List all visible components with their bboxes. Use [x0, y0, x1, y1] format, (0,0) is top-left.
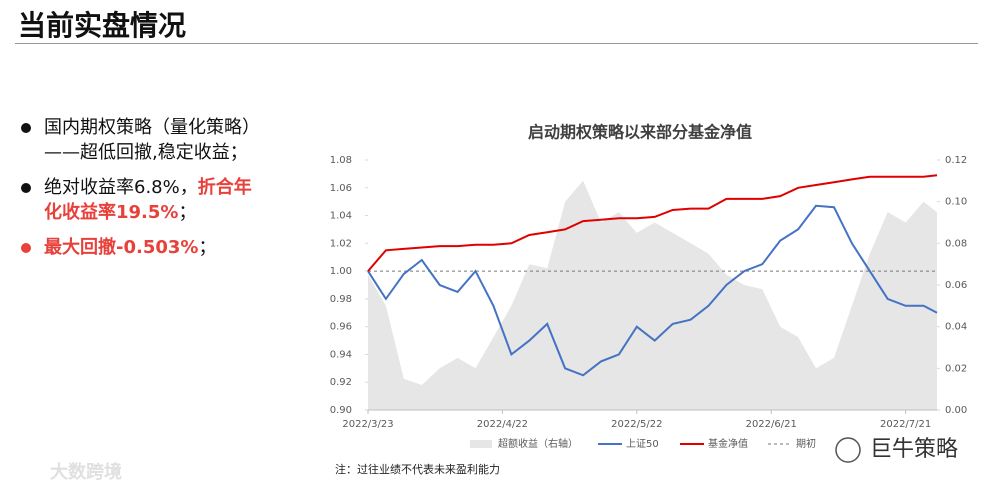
chart-title: 启动期权策略以来部分基金净值 [528, 123, 752, 142]
legend-label: 基金净值 [708, 437, 748, 450]
y-tick-label: 0.96 [330, 322, 352, 333]
bullet-text: ； [178, 202, 197, 223]
bullet-dot [21, 183, 31, 193]
x-tick-label: 2022/6/21 [746, 419, 797, 430]
legend-label: 期初 [796, 437, 816, 450]
y2-tick-label: 0.02 [945, 363, 967, 374]
y-tick-label: 1.04 [330, 211, 352, 222]
bullet-text: 绝对收益率6.8%， [44, 177, 198, 198]
bullet-dot [21, 123, 31, 133]
x-tick-label: 2022/7/21 [880, 419, 931, 430]
legend-label: 上证50 [626, 438, 659, 450]
legend-swatch [470, 440, 492, 448]
area [368, 180, 937, 410]
bullet-item: 绝对收益率6.8%，折合年化收益率19.5%； [18, 175, 268, 225]
bullet-text: 最大回撤-0.503% [44, 237, 199, 258]
y-tick-label: 1.06 [330, 183, 352, 194]
x-tick-label: 2022/3/23 [342, 419, 393, 430]
y-tick-label: 0.90 [330, 405, 352, 416]
line [367, 174, 938, 272]
y-tick-label: 1.00 [330, 266, 352, 277]
y-tick-label: 1.02 [330, 238, 352, 249]
watermark: 大数跨境 [50, 461, 122, 483]
y-tick-label: 1.08 [330, 155, 352, 166]
y-tick-label: 0.98 [330, 294, 352, 305]
wechat-icon [835, 437, 861, 463]
bullet-item: 国内期权策略（量化策略）——超低回撤,稳定收益； [18, 115, 268, 165]
legend-label: 超额收益（右轴） [498, 437, 578, 450]
bullet-item: 最大回撤-0.503%； [18, 235, 268, 260]
y2-tick-label: 0.00 [945, 405, 967, 416]
y-tick-label: 0.92 [330, 377, 352, 388]
line [367, 204, 938, 377]
y2-tick-label: 0.12 [945, 155, 967, 166]
y-tick-label: 0.94 [330, 349, 352, 360]
bullet-text: 国内期权策略（量化策略）——超低回撤,稳定收益； [44, 117, 260, 163]
y2-tick-label: 0.08 [945, 238, 967, 249]
bullet-list: 国内期权策略（量化策略）——超低回撤,稳定收益； 绝对收益率6.8%，折合年化收益… [18, 115, 268, 270]
watermark: 巨牛策略 [870, 437, 958, 462]
bullet-text: ； [198, 237, 217, 258]
y2-tick-label: 0.10 [945, 197, 967, 208]
y2-tick-label: 0.06 [945, 280, 967, 291]
bullet-dot [21, 243, 31, 253]
x-tick-label: 2022/4/22 [477, 419, 528, 430]
note: 注：过往业绩不代表未来盈利能力 [335, 462, 500, 476]
x-tick-label: 2022/5/22 [611, 419, 662, 430]
title-rule [15, 43, 978, 44]
bullet-text: 折合年化收益率19.5% [44, 177, 252, 223]
page-title: 当前实盘情况 [18, 9, 187, 42]
y2-tick-label: 0.04 [945, 322, 967, 333]
